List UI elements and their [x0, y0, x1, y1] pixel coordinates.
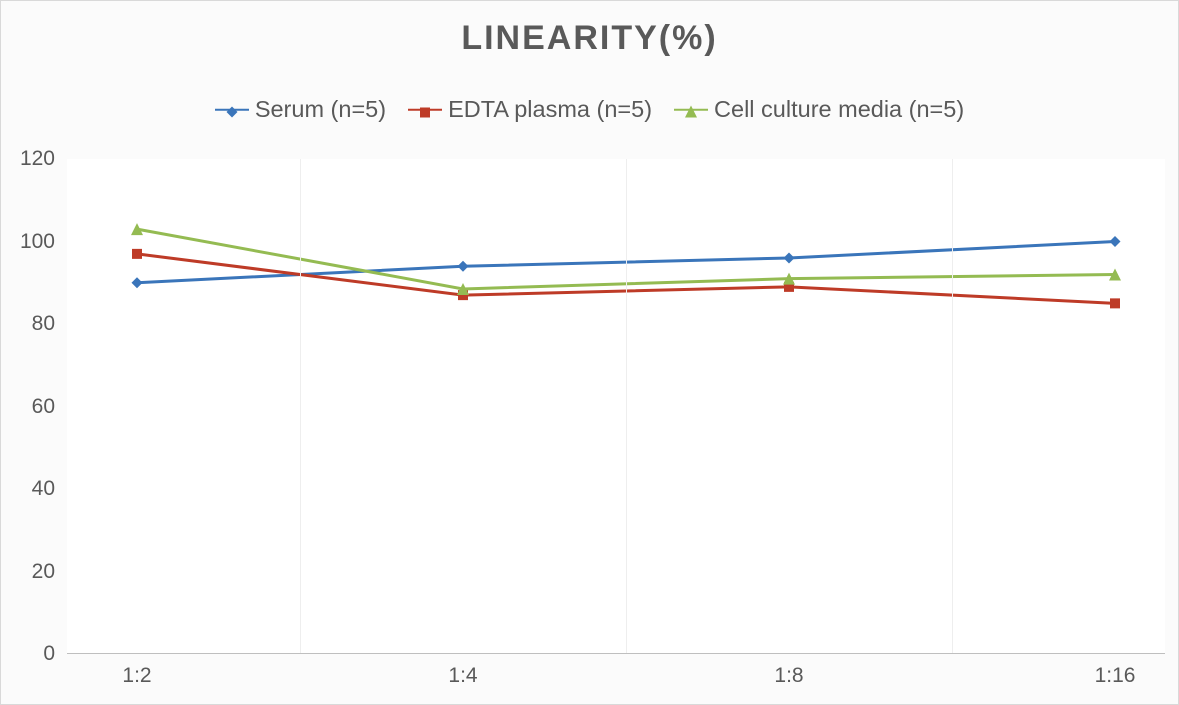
- y-tick-label: 20: [5, 560, 55, 584]
- series-marker: [1110, 236, 1121, 247]
- legend-label: Cell culture media (n=5): [714, 96, 964, 123]
- gridline-vertical: [300, 159, 301, 654]
- legend-label: EDTA plasma (n=5): [448, 96, 652, 123]
- legend-item: EDTA plasma (n=5): [408, 96, 652, 123]
- y-tick-label: 0: [5, 642, 55, 666]
- linearity-chart: LINEARITY(%) Serum (n=5) EDTA plasma (n=5…: [0, 0, 1179, 705]
- triangle-icon: [685, 96, 697, 123]
- legend-swatch: [674, 102, 708, 118]
- y-tick-label: 80: [5, 312, 55, 336]
- x-tick-label: 1:8: [774, 664, 803, 688]
- x-tick-label: 1:2: [122, 664, 151, 688]
- series-marker: [784, 253, 795, 264]
- legend-swatch: [215, 102, 249, 118]
- square-icon: [420, 96, 430, 123]
- series-marker: [132, 277, 143, 288]
- x-tick-label: 1:16: [1095, 664, 1136, 688]
- x-tick-label: 1:4: [448, 664, 477, 688]
- legend-swatch: [408, 102, 442, 118]
- legend-item: Serum (n=5): [215, 96, 386, 123]
- legend-label: Serum (n=5): [255, 96, 386, 123]
- gridline-vertical: [952, 159, 953, 654]
- y-tick-label: 100: [5, 230, 55, 254]
- y-tick-label: 40: [5, 477, 55, 501]
- series-marker: [458, 261, 469, 272]
- y-tick-label: 120: [5, 147, 55, 171]
- chart-legend: Serum (n=5) EDTA plasma (n=5) Cell culture…: [1, 96, 1178, 123]
- plot-area: [67, 159, 1165, 654]
- gridline-vertical: [626, 159, 627, 654]
- chart-title: LINEARITY(%): [1, 19, 1178, 58]
- diamond-icon: [226, 96, 237, 123]
- series-marker: [1110, 298, 1120, 308]
- axis-baseline: [67, 653, 1165, 654]
- series-marker: [132, 249, 142, 259]
- y-tick-label: 60: [5, 395, 55, 419]
- legend-item: Cell culture media (n=5): [674, 96, 964, 123]
- series-svg: [67, 159, 1165, 654]
